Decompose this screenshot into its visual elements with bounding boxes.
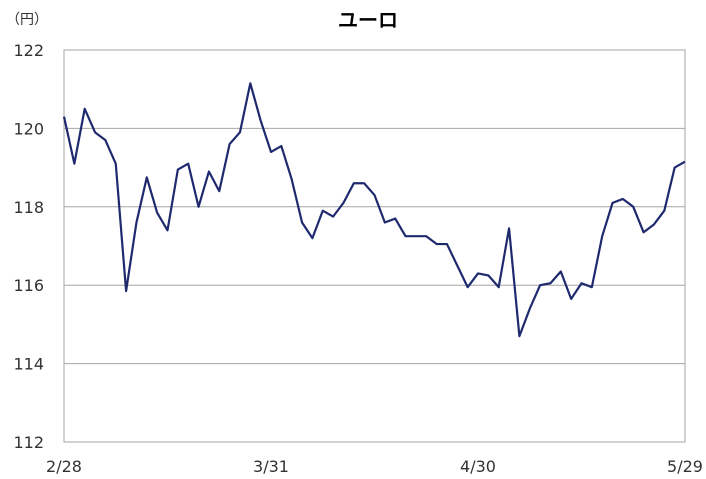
y-tick-label: 116	[13, 276, 44, 295]
series-group	[62, 82, 686, 338]
x-tick-label: 5/29	[667, 457, 703, 476]
y-tick-label: 114	[13, 355, 44, 374]
plot-area	[63, 49, 686, 443]
chart-title: ユーロ	[338, 8, 398, 32]
x-tick-label: 3/31	[253, 457, 289, 476]
x-tick-label: 4/30	[460, 457, 496, 476]
y-tick-label: 120	[13, 119, 44, 138]
gridlines	[64, 127, 685, 365]
y-tick-label: 112	[13, 433, 44, 452]
series-line	[62, 82, 686, 338]
y-axis-ticks: 122 120 118 116 114 112	[13, 41, 44, 452]
x-tick-label: 2/28	[46, 457, 82, 476]
x-axis-ticks: 2/28 3/31 4/30 5/29	[46, 457, 703, 476]
y-tick-label: 122	[13, 41, 44, 60]
y-tick-label: 118	[13, 198, 44, 217]
y-axis-unit-label: （円）	[6, 12, 48, 28]
